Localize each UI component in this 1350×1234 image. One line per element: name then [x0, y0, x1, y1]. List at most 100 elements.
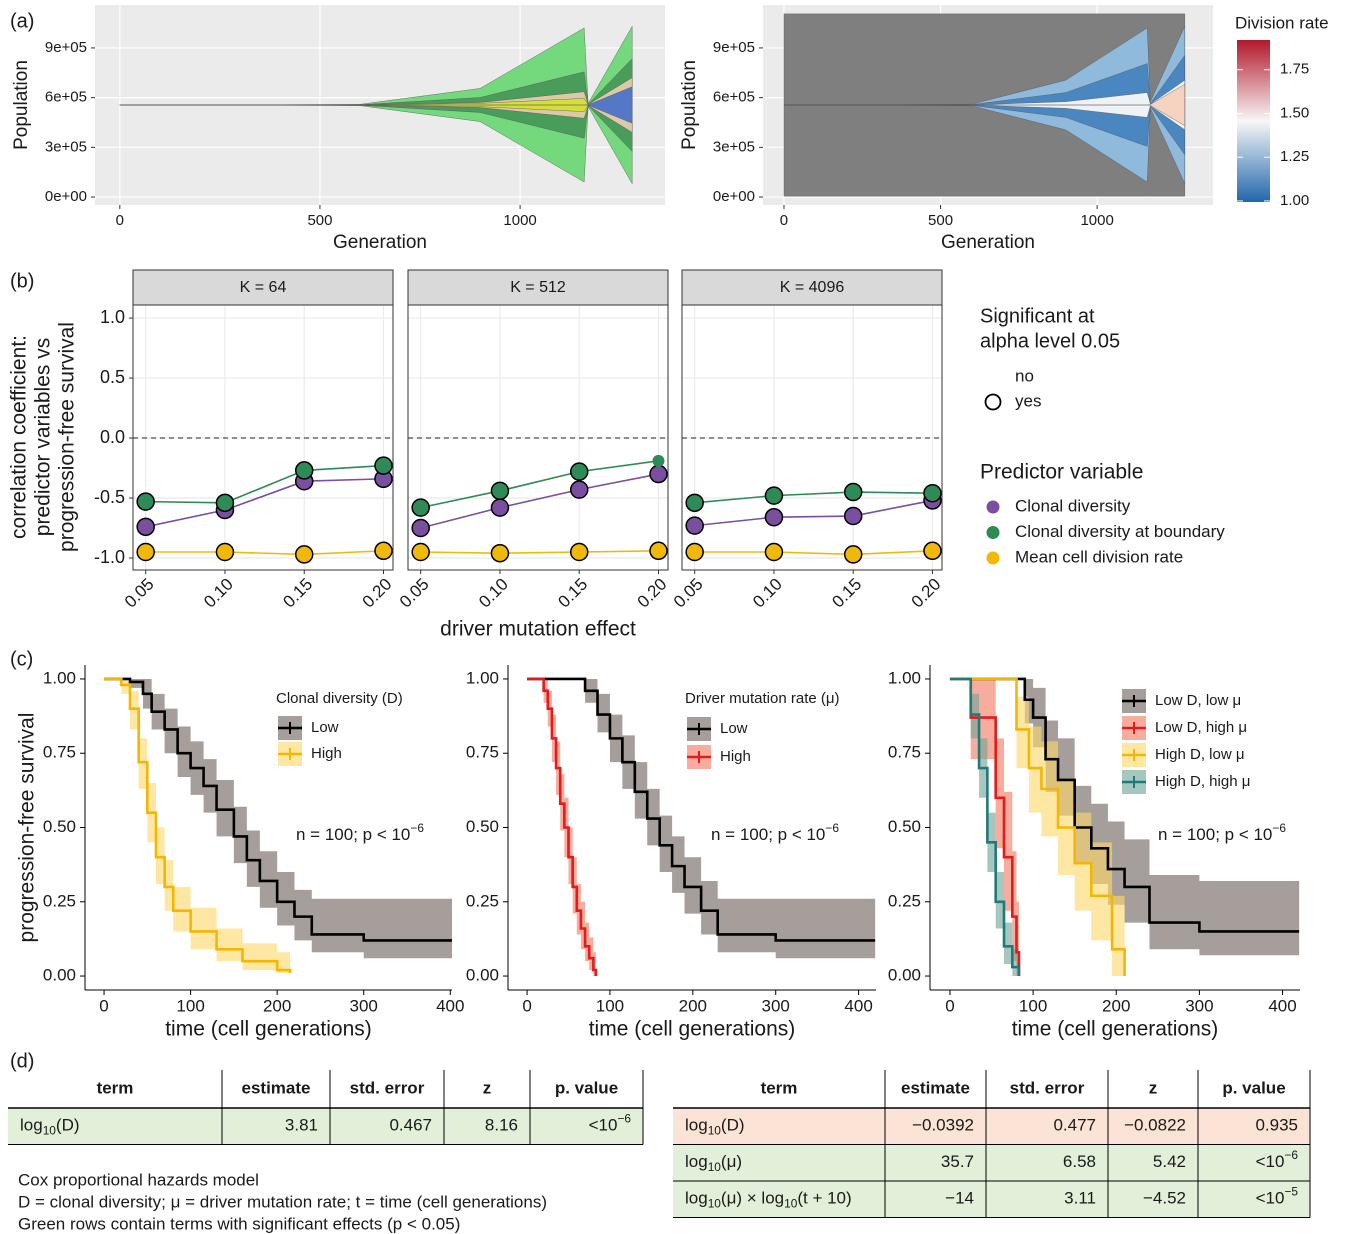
x-tick-label: 0.15 [554, 575, 591, 612]
text-run: (t + 10) [797, 1189, 851, 1208]
y-tick-label: -0.5 [94, 487, 125, 507]
x-tick-label: 300 [350, 996, 378, 1015]
y-tick-label: 0.50 [466, 817, 499, 836]
point [136, 492, 155, 511]
x-axis-title: time (cell generations) [165, 1018, 372, 1041]
x-tick-label: 400 [1268, 996, 1296, 1015]
text-run: −14 [945, 1189, 974, 1208]
y-tick-label: 0.50 [43, 817, 76, 836]
series-line [694, 491, 933, 504]
y-tick-label: 0.75 [888, 743, 921, 762]
colorbar [1237, 40, 1270, 202]
colorbar-title: Division rate [1235, 13, 1329, 32]
legend-symbol [984, 393, 1002, 411]
point [843, 545, 863, 564]
table-cell: <10−6 [589, 1111, 632, 1134]
legend-symbol [986, 551, 1000, 565]
text-run: −6 [410, 821, 424, 835]
x-tick-label: 0.20 [908, 575, 945, 612]
point [649, 541, 668, 561]
point [411, 498, 430, 517]
series-line [420, 460, 659, 509]
legend-title: Significant at [980, 305, 1095, 327]
text-run: (μ) [721, 1152, 742, 1171]
y-tick-label: 0.75 [466, 743, 499, 762]
y-axis-title: progression-free survival [56, 322, 79, 552]
facet-title: K = 512 [510, 279, 566, 296]
clone-band [119, 86, 633, 124]
x-tick-label: 200 [679, 996, 707, 1015]
y-tick-label: 0.00 [888, 966, 921, 985]
text-run: log [685, 1189, 708, 1208]
point [649, 464, 668, 484]
x-tick-label: 400 [436, 996, 464, 1015]
series-line [145, 478, 384, 528]
point [294, 545, 314, 564]
clone-band [783, 83, 1186, 127]
legend-symbol [986, 526, 1000, 539]
x-axis-title: time (cell generations) [589, 1018, 796, 1041]
text-run: 10 [708, 1160, 722, 1174]
x-axis-title: time (cell generations) [1012, 1018, 1219, 1041]
series-line [694, 499, 933, 527]
text-run: (D) [721, 1116, 745, 1135]
x-tick-label: 0.05 [670, 575, 707, 612]
table-cell: log10(μ) × log10(t + 10) [685, 1189, 852, 1211]
panel-border [681, 304, 943, 571]
text-run: <10 [1256, 1152, 1285, 1171]
y-tick-label: 0e+00 [45, 188, 87, 205]
x-tick-label: 500 [928, 212, 953, 229]
series-line [420, 550, 659, 555]
table-cell: 0.935 [1255, 1116, 1298, 1135]
point [923, 541, 942, 561]
confidence-band [949, 678, 1125, 977]
y-tick-label: 0.25 [43, 891, 76, 910]
x-tick-label: 0 [522, 996, 531, 1015]
x-tick-label: 0.20 [634, 575, 671, 612]
legend-label: Low D, high μ [1155, 719, 1247, 736]
point [843, 482, 863, 502]
text-run: log [685, 1152, 708, 1171]
x-tick-label: 0.10 [200, 575, 237, 612]
point [923, 483, 942, 503]
facet-title: K = 4096 [780, 279, 845, 296]
colorbar-label: 1.25 [1280, 148, 1309, 165]
point [685, 516, 704, 535]
x-tick-label: 0.20 [359, 575, 396, 612]
point [764, 507, 784, 527]
table-header: estimate [242, 1078, 311, 1097]
table-header: p. value [1222, 1078, 1285, 1097]
text-run: 6.58 [1063, 1152, 1096, 1171]
table-row [673, 1144, 1310, 1181]
table-row [673, 1181, 1310, 1218]
point [490, 543, 510, 563]
table-cell: 35.7 [941, 1152, 974, 1171]
x-tick-label: 300 [762, 996, 790, 1015]
table-row [673, 1108, 1310, 1145]
y-tick-label: 3e+05 [45, 138, 87, 155]
x-tick-label: 0.15 [279, 575, 316, 612]
colorbar-label: 1.00 [1280, 192, 1309, 209]
point [215, 493, 235, 513]
text-run: n = 100; p < 10 [296, 825, 410, 844]
table-cell: log10(μ) [685, 1152, 742, 1174]
x-tick-label: 300 [1185, 996, 1213, 1015]
note: Green rows contain terms with significan… [18, 1214, 460, 1233]
y-tick-label: 3e+05 [713, 138, 755, 155]
survival-curve [949, 677, 1126, 977]
point [411, 518, 430, 538]
annotation: n = 100; p < 10−6 [1158, 821, 1286, 844]
series-line [420, 473, 659, 529]
confidence-band [949, 678, 1300, 956]
x-tick-label: 0.05 [121, 575, 158, 612]
table-header: estimate [901, 1078, 970, 1097]
text-run: (D) [56, 1116, 80, 1135]
x-tick-label: 1000 [503, 212, 536, 229]
text-run: 0.467 [389, 1116, 432, 1135]
x-tick-label: 100 [176, 996, 204, 1015]
point [490, 481, 510, 501]
legend-label: High [720, 748, 751, 765]
panel-label: (a) [10, 10, 34, 32]
y-tick-label: 9e+05 [45, 39, 87, 56]
panel-border [132, 304, 394, 571]
